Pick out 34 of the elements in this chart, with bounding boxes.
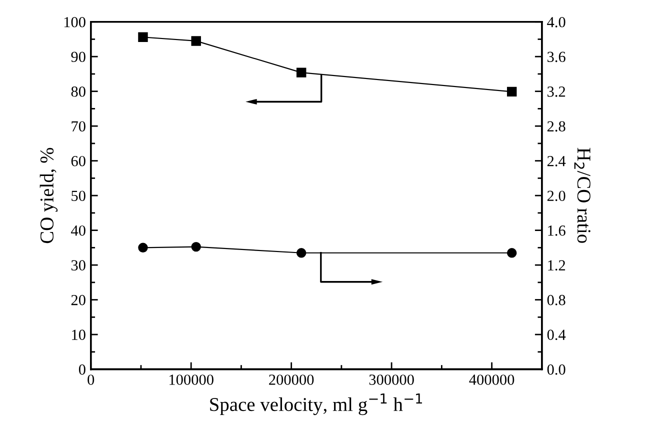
x-tick-label: 200000 xyxy=(269,374,314,385)
y2-tick-label: 1.6 xyxy=(548,225,566,236)
y-tick-label: 90 xyxy=(71,52,86,62)
x-tick-label: 300000 xyxy=(369,374,414,385)
y-tick-label: 60 xyxy=(71,156,86,166)
x-axis-title: Space velocity, ml g$^{−1}$ h$^{−1}$ xyxy=(210,394,422,416)
y2-tick-label: 2.4 xyxy=(547,156,566,166)
y2-tick-label: 1.2 xyxy=(548,260,566,271)
y-tick-label: 0 xyxy=(78,364,86,375)
point xyxy=(506,86,517,97)
y2-tick-label: 0.0 xyxy=(547,364,566,375)
y-tick-label: 100 xyxy=(64,16,86,28)
y2-axis-title: H$_{2}$/CO ratio xyxy=(574,148,590,243)
y-tick-label: 30 xyxy=(71,260,86,270)
y2-tick-label: 0.8 xyxy=(547,294,566,306)
y-tick-label: 10 xyxy=(72,330,86,340)
y-axis-title: CO yield, % xyxy=(40,148,58,244)
x-tick-label: 400000 xyxy=(469,374,514,385)
y2-tick-label: 2.8 xyxy=(547,121,566,132)
point xyxy=(191,36,201,46)
y2-tick-label: 3.2 xyxy=(548,86,566,97)
y2-tick-label: 4.0 xyxy=(547,16,566,28)
y-tick-label: 20 xyxy=(71,294,86,306)
y-tick-label: 40 xyxy=(71,225,86,236)
point xyxy=(296,68,306,78)
x-tick-label: 0 xyxy=(88,374,94,385)
y-tick-label: 50 xyxy=(72,190,86,202)
x-tick-label: 100000 xyxy=(170,374,214,385)
y2-tick-label: 3.6 xyxy=(548,52,566,62)
y-tick-label: 80 xyxy=(71,86,86,97)
y2-tick-label: 2.0 xyxy=(547,190,566,202)
point xyxy=(138,32,148,42)
y-tick-label: 70 xyxy=(72,121,86,132)
y2-tick-label: 0.4 xyxy=(547,330,566,340)
